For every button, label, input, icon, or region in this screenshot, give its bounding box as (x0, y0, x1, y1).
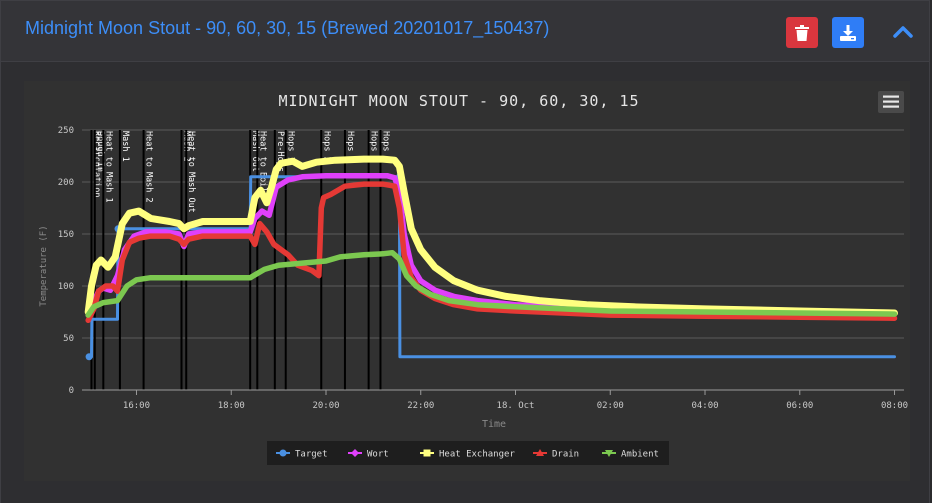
legend-marker (351, 449, 359, 457)
delete-button[interactable] (786, 17, 818, 48)
event-label: Hops 1 (286, 131, 296, 162)
chart-container: Recirculation Dough In Heat to Mash 1 Mash … (24, 81, 910, 481)
y-tick-label: 100 (58, 282, 74, 292)
x-tick-label: 02:00 (597, 401, 624, 411)
y-tick-label: 250 (58, 126, 74, 136)
legend-marker (605, 450, 613, 457)
target-point (85, 353, 93, 361)
legend: Target Wort Heat Exchanger Drain Ambient (267, 441, 669, 465)
x-axis-label: Time (482, 419, 506, 430)
y-tick-label: 0 (69, 386, 74, 396)
hamburger-menu-icon (883, 95, 899, 108)
legend-label: Drain (552, 450, 579, 460)
brew-title[interactable]: Midnight Moon Stout - 90, 60, 30, 15 (Br… (25, 18, 550, 38)
event-label: Heat to Mash Out (186, 131, 196, 213)
x-tick-label: 22:00 (407, 401, 434, 411)
trash-icon (795, 24, 809, 41)
x-tick-label: 08:00 (881, 401, 908, 411)
event-label: Dough In (95, 131, 105, 172)
legend-label: Ambient (621, 450, 659, 460)
event-label: Recirculation (91, 131, 101, 198)
event-label: Hops 3 (345, 131, 355, 162)
axes: 0 50 100 150 200 250 16:00 18:00 20:00 22:00 18. O… (58, 126, 908, 411)
series-line (85, 249, 898, 318)
y-tick-label: 50 (63, 334, 74, 344)
event-label: Mash 1 (120, 131, 130, 162)
context-menu-button[interactable] (878, 91, 904, 113)
event-label: Mash Out (250, 131, 260, 172)
x-tick-label: 18. Oct (497, 401, 535, 411)
y-tick-label: 150 (58, 230, 74, 240)
event-label: Heat to Boil (257, 131, 267, 192)
x-tick-label: 06:00 (786, 401, 813, 411)
series-group (84, 155, 898, 361)
legend-marker (279, 449, 287, 457)
event-label: Heat to Mash 1 (103, 131, 113, 203)
download-icon (840, 24, 856, 41)
x-tick-label: 18:00 (218, 401, 245, 411)
x-tick-label: 20:00 (312, 401, 339, 411)
legend-marker (536, 449, 544, 456)
event-label: Hops 4 (369, 131, 379, 162)
series-line (87, 175, 896, 359)
legend-label: Wort (367, 450, 389, 460)
chart-title: MIDNIGHT MOON STOUT - 90, 60, 30, 15 (278, 92, 639, 110)
chevron-up-icon[interactable] (890, 19, 916, 45)
y-tick-label: 200 (58, 178, 74, 188)
x-tick-label: 16:00 (123, 401, 150, 411)
grid-lines (82, 129, 904, 339)
event-label: Heat to Mash 2 (144, 131, 154, 203)
y-axis-label: Temperature (F) (39, 225, 49, 306)
legend-marker (423, 449, 431, 457)
series-line (84, 155, 898, 317)
download-button[interactable] (832, 17, 864, 48)
legend-label: Target (295, 450, 328, 460)
event-label: Pre-Hops (275, 131, 285, 172)
event-label: Hops 5 (380, 131, 390, 162)
legend-label: Heat Exchanger (439, 450, 515, 460)
panel-header: Midnight Moon Stout - 90, 60, 30, 15 (Br… (0, 0, 930, 62)
x-tick-label: 04:00 (691, 401, 718, 411)
event-label: Hops 2 (321, 131, 331, 162)
